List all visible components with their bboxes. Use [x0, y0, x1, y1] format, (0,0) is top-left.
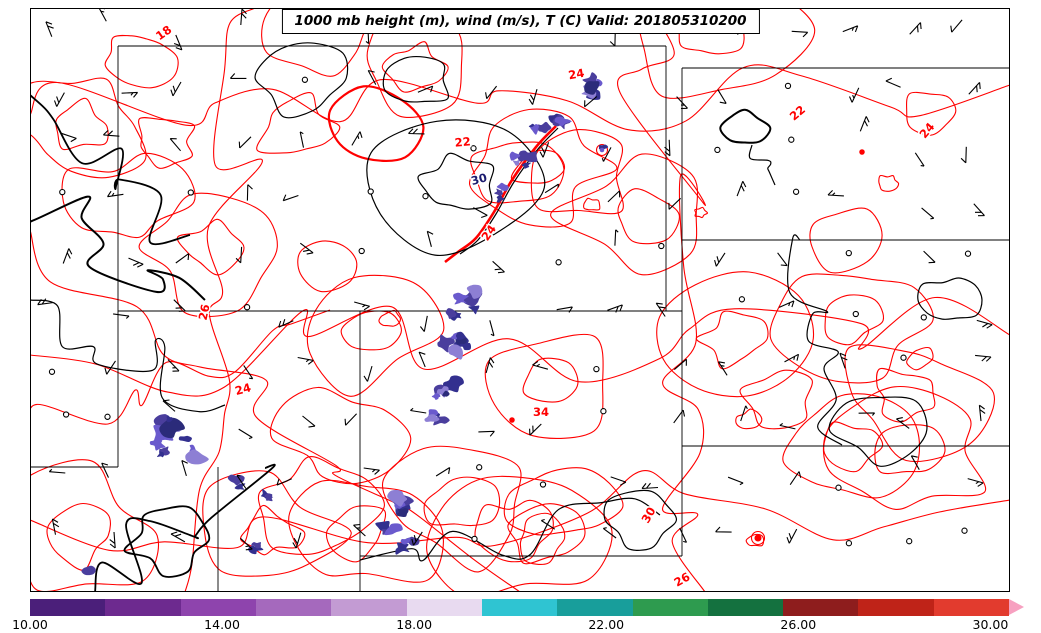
- contour-label: 26: [672, 569, 693, 589]
- colorbar-tick-label: 14.00: [204, 617, 240, 632]
- wind-barbs: [37, 9, 993, 551]
- colorbar: [30, 599, 1025, 616]
- contour-label: 34: [533, 405, 549, 419]
- colorbar-segment: [557, 599, 633, 616]
- colorbar-segment: [933, 599, 1010, 616]
- colorbar-tick-labels: 10.00 14.00 18.00 22.00 26.00 30.00: [12, 617, 1010, 633]
- colorbar-segment: [707, 599, 784, 616]
- contour-label: 24: [567, 66, 585, 83]
- colorbar-segment: [255, 599, 332, 616]
- colorbar-segment: [783, 599, 859, 616]
- colorbar-segment: [406, 599, 482, 616]
- colorbar-segment: [632, 599, 708, 616]
- colorbar-end-arrow: [1009, 599, 1025, 615]
- colorbar-tick-label: 30.00: [972, 617, 1009, 632]
- colorbar-segment: [180, 599, 256, 616]
- colorbar-segment: [858, 599, 934, 616]
- plot-title: 1000 mb height (m), wind (m/s), T (C) Va…: [281, 9, 760, 34]
- colorbar-segment: [331, 599, 407, 616]
- contour-label: 24: [916, 120, 937, 141]
- contour-label: 24: [233, 380, 252, 398]
- height-contours: [31, 42, 983, 591]
- contour-label: 24: [478, 222, 499, 243]
- colorbar-tick-label: 22.00: [588, 617, 625, 632]
- colorbar-segment: [105, 599, 181, 616]
- colorbar-tick-label: 18.00: [396, 617, 433, 632]
- contour-label: 26: [196, 303, 213, 322]
- contour-label: 22: [787, 102, 808, 123]
- contour-label: 30: [469, 170, 488, 188]
- plot-frame: [30, 8, 1010, 592]
- contour-label: 30: [638, 505, 658, 526]
- colorbar-segment: [481, 599, 558, 616]
- state-borders: [31, 45, 1009, 591]
- contour-label: 18: [153, 22, 174, 43]
- colorbar-tick-label: 26.00: [780, 617, 817, 632]
- colorbar-tick-label: 10.00: [12, 617, 48, 632]
- colorbar-segment: [30, 599, 106, 616]
- contour-label: 22: [454, 134, 471, 149]
